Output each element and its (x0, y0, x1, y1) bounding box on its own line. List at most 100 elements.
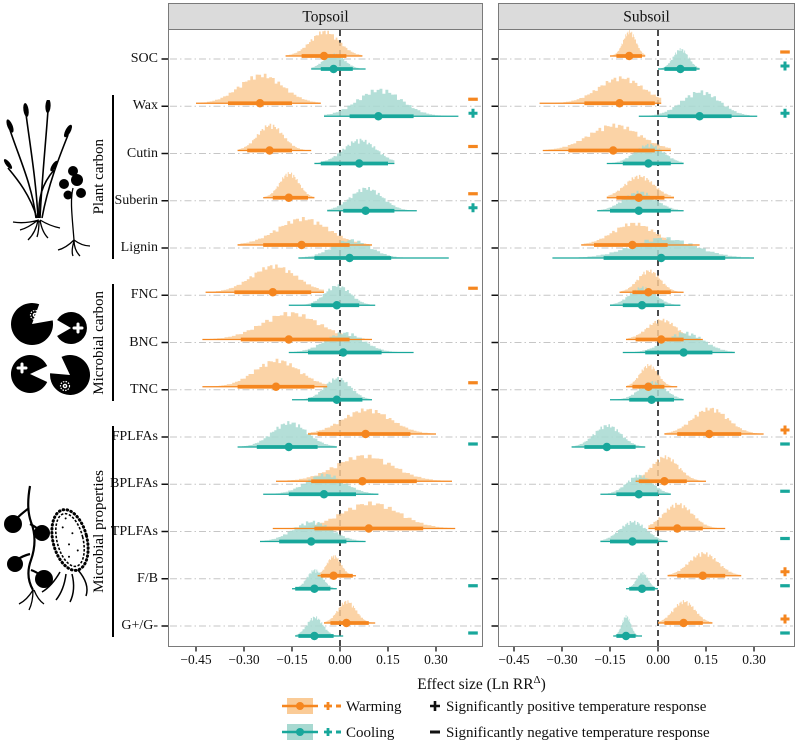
density-curve (613, 615, 642, 636)
density-curve (327, 187, 417, 211)
density-curve (202, 312, 372, 340)
warming-interval-key-icon (282, 698, 343, 714)
x-tick-label: −0.30 (546, 652, 577, 667)
significance-plus-icon (780, 425, 790, 435)
plant-illustration-icon (3, 100, 91, 257)
density-curve (619, 269, 684, 293)
density-curve (311, 53, 366, 69)
density-curve (263, 172, 315, 198)
point-estimate (625, 51, 634, 61)
density-curve (667, 552, 742, 576)
point-estimate (255, 99, 265, 108)
fungus-and-bacterium-icon (4, 485, 90, 611)
point-estimate (306, 537, 316, 546)
point-estimate (634, 193, 644, 202)
group-label: Microbial carbon (86, 284, 112, 401)
density-curve (610, 286, 681, 306)
density-curve (292, 377, 372, 400)
significance-plus-icon (780, 567, 790, 577)
y-axis-label: SOC (130, 51, 158, 66)
point-estimate (621, 631, 631, 641)
panel-header (498, 3, 795, 30)
cooling-interval-key-icon (282, 724, 343, 740)
density-curve (600, 474, 671, 495)
density-curve (324, 600, 376, 623)
density-curve (606, 174, 674, 198)
plus-symbol-icon (430, 701, 440, 711)
density-curve (205, 264, 324, 293)
point-estimate (297, 240, 306, 250)
legend-key-cooling (281, 723, 343, 743)
legend-sig-positive-label: Significantly positive temperature respo… (446, 699, 707, 715)
point-estimate (679, 618, 688, 628)
panel-subsoil: Subsoil −0.45 −0.30 −0.15 0.00 0.15 0.30 (491, 3, 795, 667)
group-bracket-line (112, 95, 114, 259)
microbial-carbon-pacman-icon (10, 303, 91, 395)
point-estimate (358, 477, 367, 486)
density-curve (298, 239, 449, 258)
density-curve (635, 455, 706, 482)
point-estimate (284, 335, 293, 344)
y-axis-label: FPLFAs (111, 429, 158, 444)
point-estimate (284, 442, 293, 452)
density-curve (658, 600, 713, 623)
point-estimate (695, 112, 704, 121)
density-curve (295, 616, 344, 636)
y-axis-label: BPLFAs (110, 476, 158, 492)
group-label: Microbial properties (86, 426, 112, 637)
x-axis-title-sup: Δ (533, 674, 541, 686)
group-bracket-line (112, 426, 114, 637)
x-axis-title: Effect size (Ln RRΔ) (168, 674, 795, 694)
density-curve (202, 358, 328, 387)
legend-sig-negative-label: Significantly negative temperature respo… (446, 725, 710, 741)
panel-topsoil: Topsoil −0.45 −0.30 −0.15 0.00 0.15 0.30 (161, 3, 483, 667)
density-curve (626, 364, 678, 387)
density-curve (539, 76, 662, 104)
density-curve (581, 222, 700, 245)
density-curve (288, 284, 376, 306)
y-axis-label: TNC (130, 381, 158, 397)
point-estimate (676, 64, 685, 74)
y-axis-label: TPLFAs (110, 523, 158, 539)
point-estimate (602, 442, 612, 452)
significance-plus-icon (468, 203, 478, 213)
density-curve (648, 502, 726, 529)
significance-plus-icon (780, 614, 790, 624)
y-axis-label: FNC (130, 287, 158, 303)
density-curve (285, 30, 363, 56)
density-curve (308, 408, 436, 434)
x-tick-label: −0.30 (228, 652, 259, 667)
density-curve (237, 217, 372, 245)
panel-title: Subsoil (623, 9, 670, 26)
point-estimate (637, 584, 647, 593)
point-estimate (705, 429, 714, 439)
point-estimate (345, 253, 354, 263)
legend-sig-negative-key (428, 723, 442, 743)
point-estimate (271, 382, 281, 391)
point-estimate (329, 64, 338, 74)
point-estimate (361, 429, 370, 439)
point-estimate (657, 335, 666, 344)
point-estimate (628, 240, 637, 250)
x-tick-label: 0.30 (424, 652, 448, 667)
density-curve (196, 73, 321, 104)
density-curve (638, 90, 758, 117)
density-curve (626, 572, 658, 589)
density-curve (606, 143, 684, 164)
significance-plus-icon (780, 108, 790, 118)
point-estimate (329, 571, 338, 580)
point-estimate (319, 490, 329, 499)
x-tick-label: 0.00 (646, 652, 670, 667)
point-estimate (310, 584, 319, 593)
density-curve (324, 88, 459, 117)
density-curve (317, 555, 356, 576)
density-curve (260, 520, 366, 542)
density-curve (237, 421, 337, 447)
density-curve (552, 237, 754, 258)
x-axis-title-text: Effect size (Ln RR (417, 676, 534, 694)
density-curve (622, 331, 735, 353)
point-estimate (647, 395, 656, 404)
point-estimate (644, 288, 653, 297)
point-estimate (644, 382, 653, 391)
